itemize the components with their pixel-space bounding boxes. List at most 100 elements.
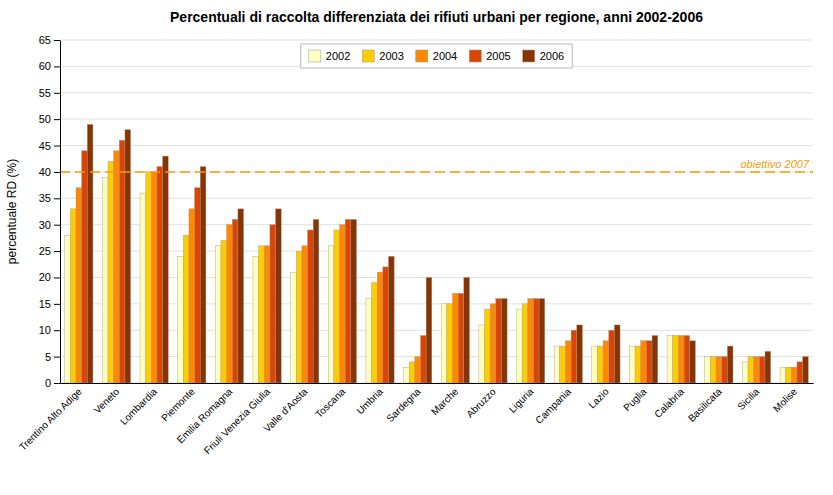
bar bbox=[82, 151, 88, 383]
bar bbox=[722, 357, 728, 383]
tick-label: Trentino Alto Adige bbox=[17, 386, 84, 453]
tick-label: Lazio bbox=[586, 386, 611, 411]
bar bbox=[426, 277, 432, 383]
bar bbox=[372, 283, 378, 383]
tick-label: 35 bbox=[39, 192, 51, 204]
bar bbox=[227, 225, 233, 383]
bar bbox=[163, 156, 169, 383]
tick-label: 40 bbox=[39, 166, 51, 178]
bar bbox=[791, 367, 797, 383]
legend-item: 2003 bbox=[362, 50, 403, 62]
tick: 20 bbox=[39, 271, 60, 283]
bar bbox=[366, 299, 372, 383]
bar bbox=[490, 304, 496, 383]
tick: Calabria bbox=[652, 386, 686, 420]
bar bbox=[501, 299, 507, 383]
grid bbox=[60, 40, 813, 383]
tick: 15 bbox=[39, 298, 60, 310]
bar bbox=[215, 246, 221, 383]
bar bbox=[710, 357, 716, 383]
bar bbox=[102, 177, 108, 383]
bar bbox=[140, 193, 146, 383]
tick: Molise bbox=[771, 386, 800, 415]
grid-line bbox=[60, 92, 813, 93]
tick-mark bbox=[54, 304, 60, 305]
tick-label: 10 bbox=[39, 324, 51, 336]
y-axis-title: percentuale RD (%) bbox=[5, 159, 19, 264]
tick-label: 45 bbox=[39, 140, 51, 152]
tick-label: 20 bbox=[39, 271, 51, 283]
tick-mark bbox=[54, 40, 60, 41]
bar bbox=[195, 188, 201, 383]
bar bbox=[803, 357, 809, 383]
grid-line bbox=[60, 330, 813, 331]
legend-item: 2005 bbox=[469, 50, 510, 62]
bar bbox=[754, 357, 760, 383]
bar bbox=[264, 246, 270, 383]
tick: Marche bbox=[429, 386, 461, 418]
bar bbox=[340, 225, 346, 383]
tick-label: Marche bbox=[429, 386, 461, 418]
tick-label: Lombardia bbox=[118, 386, 159, 427]
title: Percentuali di raccolta differenziata de… bbox=[170, 9, 703, 25]
grid-line bbox=[60, 224, 813, 225]
bar bbox=[453, 293, 459, 383]
legend-label: 2005 bbox=[486, 50, 510, 62]
tick: Sardegna bbox=[384, 386, 423, 425]
y-axis: 05101520253035404550556065 bbox=[39, 34, 61, 389]
bar-series bbox=[76, 151, 797, 383]
bar bbox=[178, 256, 184, 383]
bar bbox=[302, 246, 308, 383]
tick: 65 bbox=[39, 34, 60, 46]
tick-label: Abruzzo bbox=[464, 386, 498, 420]
legend-swatch bbox=[469, 50, 481, 62]
bar bbox=[759, 357, 765, 383]
bar bbox=[388, 256, 394, 383]
bar bbox=[716, 357, 722, 383]
tick-label: 25 bbox=[39, 245, 51, 257]
bar bbox=[780, 367, 786, 383]
tick: 30 bbox=[39, 219, 60, 231]
tick-label: Toscana bbox=[313, 386, 347, 420]
bar bbox=[313, 219, 319, 383]
bar bbox=[554, 346, 560, 383]
legend-swatch bbox=[523, 50, 535, 62]
tick-mark bbox=[54, 251, 60, 252]
bar bbox=[253, 256, 259, 383]
tick-label: 0 bbox=[45, 377, 51, 389]
bar bbox=[146, 172, 152, 383]
bar bbox=[270, 225, 276, 383]
x-axis: Trentino Alto AdigeVenetoLombardiaPiemon… bbox=[17, 384, 814, 457]
bar bbox=[458, 293, 464, 383]
bar bbox=[119, 140, 125, 383]
tick: 35 bbox=[39, 192, 60, 204]
tick: Friuli Venezia Giulia bbox=[202, 386, 273, 457]
annotation-label: obiettivo 2007 bbox=[741, 158, 810, 170]
tick-mark bbox=[54, 383, 60, 384]
objective-line bbox=[60, 171, 813, 173]
bar bbox=[65, 235, 71, 383]
tick-mark bbox=[54, 330, 60, 331]
tick: 0 bbox=[45, 377, 60, 389]
tick-label: 5 bbox=[45, 351, 51, 363]
tick-label: Sicilia bbox=[735, 386, 762, 413]
bar bbox=[592, 346, 598, 383]
bar bbox=[157, 167, 163, 383]
grid-line bbox=[60, 145, 813, 146]
bar bbox=[603, 341, 609, 383]
bar bbox=[560, 346, 566, 383]
tick: 5 bbox=[45, 351, 60, 363]
bar bbox=[377, 272, 383, 383]
bar bbox=[183, 235, 189, 383]
bar bbox=[517, 309, 523, 383]
tick: Sicilia bbox=[735, 386, 762, 413]
tick: Veneto bbox=[92, 386, 122, 416]
bar bbox=[533, 299, 539, 383]
bar bbox=[528, 299, 534, 383]
grid-line bbox=[60, 251, 813, 252]
tick-label: Friuli Venezia Giulia bbox=[202, 386, 273, 457]
tick-label: Sardegna bbox=[384, 386, 423, 425]
bar bbox=[404, 367, 410, 383]
bar bbox=[276, 209, 282, 383]
bar bbox=[345, 219, 351, 383]
